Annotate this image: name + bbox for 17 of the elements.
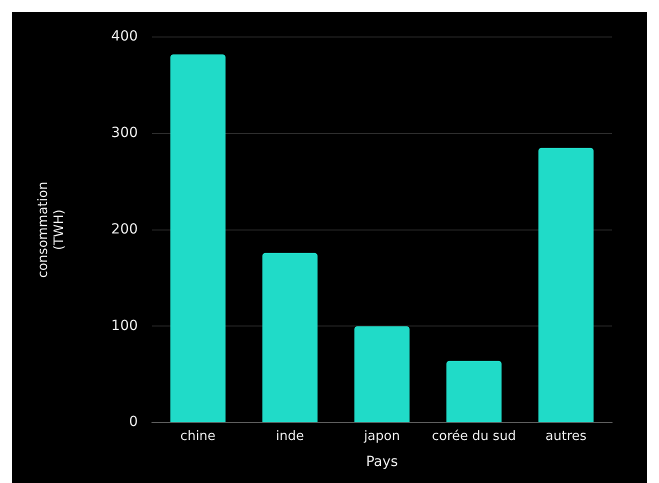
bar [354, 326, 410, 422]
y-tick-label: 0 [129, 414, 138, 430]
bar [446, 360, 502, 422]
x-tick-label: japon [362, 428, 400, 444]
x-tick-label: autres [545, 428, 587, 444]
y-tick-label: 100 [111, 318, 138, 334]
y-tick-label: 400 [111, 28, 138, 45]
y-axis-title: consommation (TWH) [36, 182, 67, 278]
bar [262, 252, 318, 422]
x-axis-title: Pays [366, 454, 398, 470]
x-tick-label: inde [276, 428, 304, 444]
bar [538, 148, 594, 422]
y-tick-label: 300 [111, 125, 138, 142]
y-tick-label: 200 [111, 221, 138, 238]
x-tick-label: corée du sud [432, 428, 516, 444]
x-tick-label: chine [180, 428, 216, 444]
bar [170, 54, 226, 422]
